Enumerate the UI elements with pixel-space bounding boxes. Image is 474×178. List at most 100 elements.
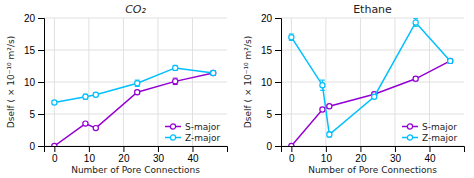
y-tick-label: 0 xyxy=(29,141,35,152)
x-axis-line xyxy=(282,147,465,153)
grid-line xyxy=(325,18,326,146)
y-tick: 0 xyxy=(266,141,281,152)
x-axis-title: Number of Pore Connections xyxy=(308,165,437,175)
x-axis: 0 10 20 30 40 xyxy=(282,146,465,164)
y-tick: 5 xyxy=(29,109,44,120)
y-tick-mark xyxy=(275,18,281,19)
y-tick-mark xyxy=(38,82,44,83)
y-tick-label: 15 xyxy=(261,45,273,56)
x-tick-mark xyxy=(54,146,55,152)
x-tick: 20 xyxy=(118,146,130,164)
y-tick-label: 10 xyxy=(261,77,273,88)
panel: 0 10 20 30 40 0 5 10 15 20 CO₂ Number of Pore Conne… xyxy=(6,3,228,175)
x-tick-mark xyxy=(326,146,327,152)
y-tick-label: 10 xyxy=(24,77,36,88)
x-tick-mark xyxy=(192,146,193,152)
legend-item: S-major xyxy=(402,122,457,132)
error-bar xyxy=(289,34,294,40)
grid xyxy=(281,18,464,146)
point xyxy=(173,79,178,84)
x-tick-label: 0 xyxy=(52,153,58,164)
legend-marker xyxy=(407,124,412,129)
y-tick-label: 0 xyxy=(266,141,272,152)
grid xyxy=(44,18,227,146)
point xyxy=(327,104,332,109)
grid-line xyxy=(281,114,464,115)
point xyxy=(413,20,418,25)
x-tick: 40 xyxy=(187,146,199,164)
legend: S-majorZ-major xyxy=(402,122,458,143)
y-tick-mark xyxy=(38,50,44,51)
panel: 01020304005101520EthaneNumber of Pore Co… xyxy=(243,3,465,175)
grid-line xyxy=(281,50,464,51)
x-tick: 40 xyxy=(424,146,436,164)
chart-svg: 0 10 20 30 40 0 5 10 15 20 CO₂ Number of Pore Conne… xyxy=(0,0,474,178)
y-axis-line xyxy=(38,19,45,147)
point xyxy=(448,58,453,63)
grid-line xyxy=(44,50,227,51)
x-tick: 10 xyxy=(84,146,96,164)
point xyxy=(135,81,140,86)
y-tick: 20 xyxy=(261,13,281,24)
point xyxy=(93,92,98,97)
error-bar xyxy=(173,78,178,84)
y-tick: 10 xyxy=(24,77,44,88)
point xyxy=(320,107,325,112)
point xyxy=(52,100,57,105)
x-axis-line xyxy=(45,147,228,153)
error-bar-cap xyxy=(413,18,418,19)
point xyxy=(320,83,325,88)
error-bar xyxy=(135,90,140,94)
x-tick-mark xyxy=(429,146,430,152)
y-tick-label: 15 xyxy=(24,45,36,56)
y-tick-label: 5 xyxy=(266,109,272,120)
x-tick-label: 10 xyxy=(321,153,333,164)
y-tick-mark xyxy=(275,82,281,83)
grid-line xyxy=(123,18,124,146)
x-tick-mark xyxy=(291,146,292,152)
legend-label: S-major xyxy=(185,122,220,132)
point xyxy=(413,76,418,81)
y-tick-label: 5 xyxy=(29,109,35,120)
x-tick-label: 0 xyxy=(289,153,295,164)
x-tick-label: 10 xyxy=(84,153,96,164)
point xyxy=(289,35,294,40)
y-tick: 15 xyxy=(261,45,281,56)
error-bar xyxy=(211,71,216,75)
series xyxy=(289,19,453,137)
y-tick-mark xyxy=(38,146,44,147)
x-tick-label: 30 xyxy=(390,153,402,164)
legend-marker xyxy=(170,135,175,140)
x-tick-mark xyxy=(360,146,361,152)
x-tick: 30 xyxy=(153,146,165,164)
point xyxy=(173,65,178,70)
point xyxy=(83,94,88,99)
grid-line xyxy=(281,18,464,19)
grid-line xyxy=(281,82,464,83)
error-bar-cap xyxy=(320,80,325,81)
y-tick: 15 xyxy=(24,45,44,56)
y-tick: 0 xyxy=(29,141,44,152)
y-tick-mark xyxy=(38,114,44,115)
x-tick-label: 20 xyxy=(355,153,367,164)
legend-label: Z-major xyxy=(185,133,221,143)
legend: S-majorZ-major xyxy=(165,122,221,143)
point xyxy=(372,94,377,99)
grid-line xyxy=(44,18,227,19)
error-bar xyxy=(135,80,140,86)
x-tick: 20 xyxy=(355,146,367,164)
grid-line xyxy=(360,18,361,146)
error-bar xyxy=(52,101,57,105)
error-bar xyxy=(327,132,332,137)
legend-label: Z-major xyxy=(422,133,458,143)
error-bar xyxy=(83,94,88,99)
legend-marker xyxy=(170,124,175,129)
grid-line xyxy=(44,114,227,115)
y-tick: 5 xyxy=(266,109,281,120)
y-tick-label: 20 xyxy=(24,13,36,24)
chart-title: CO₂ xyxy=(125,3,146,16)
x-axis-title: Number of Pore Connections xyxy=(71,165,200,175)
y-tick: 20 xyxy=(24,13,44,24)
y-tick-mark xyxy=(275,50,281,51)
series-line xyxy=(291,22,450,134)
